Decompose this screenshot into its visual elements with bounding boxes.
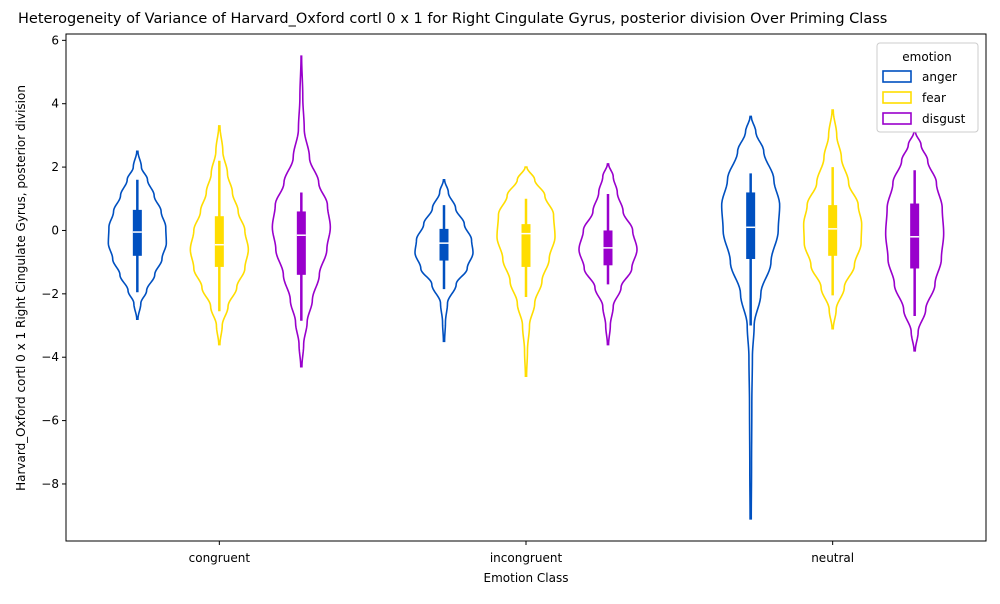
violin-iqr-box xyxy=(132,209,142,256)
violin-iqr-box xyxy=(746,192,756,259)
violin-body xyxy=(271,55,332,368)
y-tick-label: −8 xyxy=(41,477,59,491)
violin-anger-neutral xyxy=(720,115,781,520)
violin-body xyxy=(578,163,638,346)
y-tick-label: 2 xyxy=(51,160,59,174)
legend-entry-anger: anger xyxy=(882,70,957,84)
legend-entry-fear: fear xyxy=(882,91,946,105)
legend: emotion anger fear disgust xyxy=(876,42,979,133)
violin-anger-incongruent xyxy=(414,178,474,343)
violin-disgust-incongruent xyxy=(578,163,638,346)
legend-label: fear xyxy=(922,91,946,105)
violin-body xyxy=(720,115,781,520)
legend-entry-disgust: disgust xyxy=(882,112,966,126)
y-tick-label: −6 xyxy=(41,414,59,428)
x-tick-label: neutral xyxy=(811,551,854,565)
violin-iqr-box xyxy=(828,205,838,256)
legend-frame xyxy=(876,42,979,133)
legend-entries: anger fear disgust xyxy=(882,70,966,126)
y-tick-label: 0 xyxy=(51,223,59,237)
violin-body xyxy=(189,125,250,346)
violin-fear-congruent xyxy=(189,125,250,346)
violin-body xyxy=(107,150,168,320)
x-axis: congruent incongruent neutral xyxy=(189,541,854,565)
legend-label: disgust xyxy=(922,112,966,126)
legend-label: anger xyxy=(922,70,957,84)
violin-disgust-congruent xyxy=(271,55,332,368)
y-tick-label: −2 xyxy=(41,287,59,301)
violin-fear-incongruent xyxy=(496,166,556,378)
violin-iqr-box xyxy=(521,224,531,267)
y-axis: −8 −6 −4 −2 0 2 4 6 xyxy=(41,33,66,491)
x-axis-label: Emotion Class xyxy=(484,571,569,585)
violin-iqr-box xyxy=(910,203,920,269)
y-tick-label: 4 xyxy=(51,97,59,111)
violin-iqr-box xyxy=(439,228,449,261)
violin-iqr-box xyxy=(214,216,224,267)
violin-disgust-neutral xyxy=(884,131,945,352)
x-tick-label: incongruent xyxy=(490,551,563,565)
violin-anger-congruent xyxy=(107,150,168,320)
y-tick-label: −4 xyxy=(41,350,59,364)
legend-swatch xyxy=(882,70,912,83)
violin-body xyxy=(496,166,556,378)
legend-swatch xyxy=(882,91,912,104)
legend-title: emotion xyxy=(902,50,951,64)
violin-fear-neutral xyxy=(802,109,863,330)
legend-swatch xyxy=(882,112,912,125)
y-tick-label: 6 xyxy=(51,33,59,47)
chart-title: Heterogeneity of Variance of Harvard_Oxf… xyxy=(18,11,887,27)
x-tick-label: congruent xyxy=(189,551,251,565)
violin-body xyxy=(802,109,863,330)
violins-layer xyxy=(107,55,945,520)
violin-iqr-box xyxy=(296,211,306,275)
y-axis-label: Harvard_Oxford cortl 0 x 1 Right Cingula… xyxy=(14,85,28,491)
violin-body xyxy=(414,178,474,343)
